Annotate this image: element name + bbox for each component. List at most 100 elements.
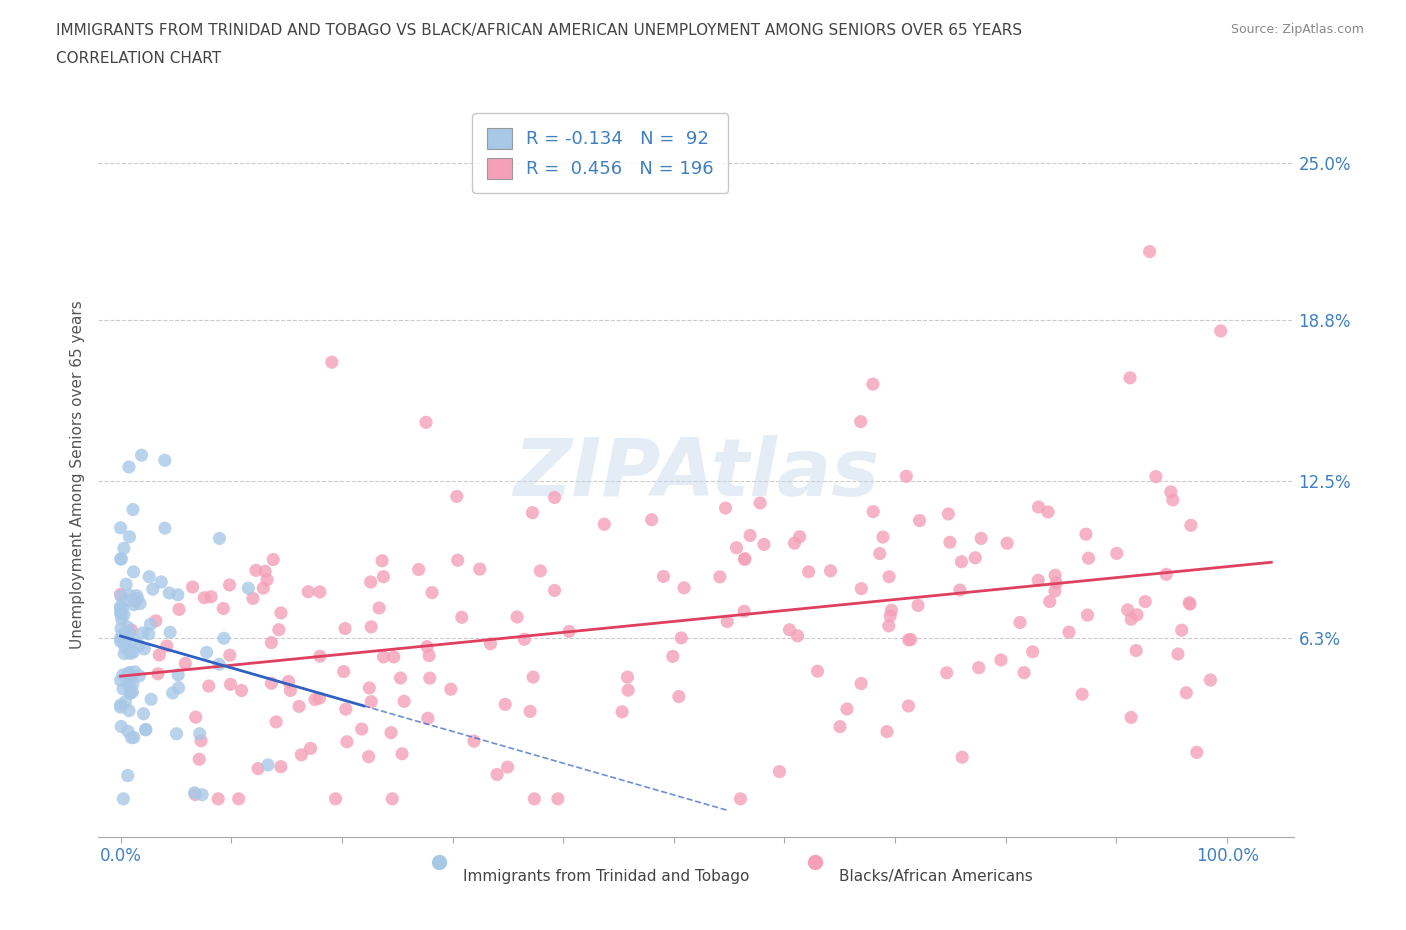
Point (1119, 710, 1142, 724)
Point (112, 541, 135, 556)
Point (835, 701, 858, 716)
Point (610, 704, 633, 719)
Point (166, 726, 188, 741)
Point (652, 569, 675, 584)
Point (110, 719, 132, 734)
Point (1074, 526, 1097, 541)
Point (184, 787, 207, 802)
Point (468, 562, 491, 577)
Point (522, 670, 544, 684)
Point (716, 614, 738, 629)
Point (128, 638, 150, 653)
Point (174, 656, 197, 671)
Point (360, 619, 382, 634)
Point (935, 665, 957, 680)
Point (135, 722, 157, 737)
Legend: R = -0.134   N =  92, R =  0.456   N = 196: R = -0.134 N = 92, R = 0.456 N = 196 (472, 113, 728, 193)
Point (749, 496, 772, 511)
Point (558, 624, 581, 639)
Point (820, 564, 842, 578)
Text: Immigrants from Trinidad and Tobago: Immigrants from Trinidad and Tobago (463, 870, 749, 884)
Point (1039, 594, 1062, 609)
Point (593, 517, 616, 532)
Point (779, 622, 801, 637)
Point (522, 505, 544, 520)
Point (112, 646, 135, 661)
Point (120, 685, 142, 700)
Point (1178, 597, 1201, 612)
Point (132, 626, 155, 641)
Point (304, 692, 326, 707)
Point (129, 596, 152, 611)
Point (117, 593, 139, 608)
Point (110, 587, 132, 602)
Point (849, 676, 872, 691)
Point (228, 791, 250, 806)
Point (752, 537, 775, 551)
Point (299, 741, 322, 756)
Point (1105, 546, 1128, 561)
Point (159, 625, 181, 640)
Point (1161, 493, 1184, 508)
Point (416, 639, 439, 654)
Point (131, 447, 153, 462)
Point (950, 554, 973, 569)
Point (1043, 568, 1066, 583)
Point (447, 552, 470, 567)
Point (768, 764, 790, 779)
Point (967, 660, 990, 675)
Point (359, 681, 381, 696)
Point (783, 536, 806, 551)
Point (115, 631, 138, 645)
Point (157, 586, 180, 601)
Point (496, 760, 519, 775)
Point (738, 528, 761, 543)
Point (264, 714, 287, 729)
Point (153, 453, 176, 468)
Point (733, 604, 755, 618)
Point (709, 569, 731, 584)
Point (350, 722, 373, 737)
Point (446, 489, 468, 504)
Point (117, 768, 139, 783)
Point (494, 697, 516, 711)
Point (389, 671, 412, 685)
Point (786, 629, 808, 644)
Point (110, 599, 132, 614)
Point (309, 649, 332, 664)
Point (965, 551, 987, 565)
Point (1185, 745, 1208, 760)
Point (200, 590, 222, 604)
Point (256, 572, 278, 587)
Point (112, 607, 135, 622)
Point (1036, 505, 1059, 520)
Point (479, 636, 502, 651)
Point (110, 551, 132, 566)
Point (1076, 607, 1098, 622)
Point (118, 588, 141, 603)
Point (231, 683, 253, 698)
Point (1116, 603, 1139, 618)
Point (872, 529, 894, 544)
Point (297, 584, 319, 599)
Point (789, 529, 811, 544)
Point (523, 791, 546, 806)
Point (897, 698, 920, 713)
Point (257, 758, 280, 773)
Point (122, 565, 145, 579)
Point (197, 679, 219, 694)
Point (332, 664, 354, 679)
Point (668, 689, 690, 704)
Point (1126, 607, 1149, 622)
Point (1012, 665, 1035, 680)
Point (122, 597, 145, 612)
Point (167, 681, 190, 696)
Point (260, 635, 283, 650)
Point (120, 646, 142, 661)
Text: CORRELATION CHART: CORRELATION CHART (56, 51, 221, 66)
Point (725, 540, 748, 555)
Point (797, 565, 820, 579)
Point (506, 609, 529, 624)
Point (195, 644, 218, 659)
Point (529, 564, 551, 578)
